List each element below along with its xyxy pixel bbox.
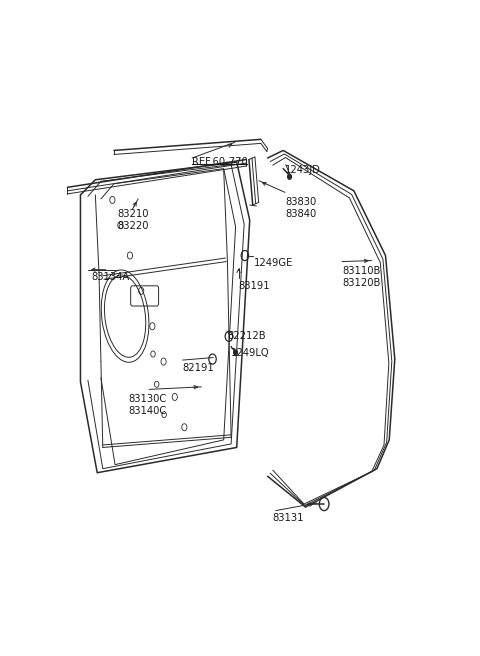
Text: 1243JD: 1243JD — [285, 165, 321, 174]
Text: REF.60-770: REF.60-770 — [192, 157, 248, 167]
Circle shape — [288, 174, 291, 179]
Circle shape — [234, 350, 238, 355]
Text: 82212B: 82212B — [228, 331, 266, 341]
Text: 83830
83840: 83830 83840 — [285, 197, 316, 219]
Text: 83110B
83120B: 83110B 83120B — [343, 266, 381, 287]
Text: 83191: 83191 — [239, 281, 270, 291]
Text: 1249GE: 1249GE — [253, 258, 293, 268]
Text: 1249LQ: 1249LQ — [231, 348, 270, 358]
Text: 83210
83220: 83210 83220 — [118, 209, 149, 231]
Text: 83131: 83131 — [272, 513, 303, 523]
Text: 82191: 82191 — [183, 363, 215, 373]
Text: 83134A: 83134A — [92, 272, 130, 281]
Text: 83130C
83140C: 83130C 83140C — [129, 394, 167, 417]
